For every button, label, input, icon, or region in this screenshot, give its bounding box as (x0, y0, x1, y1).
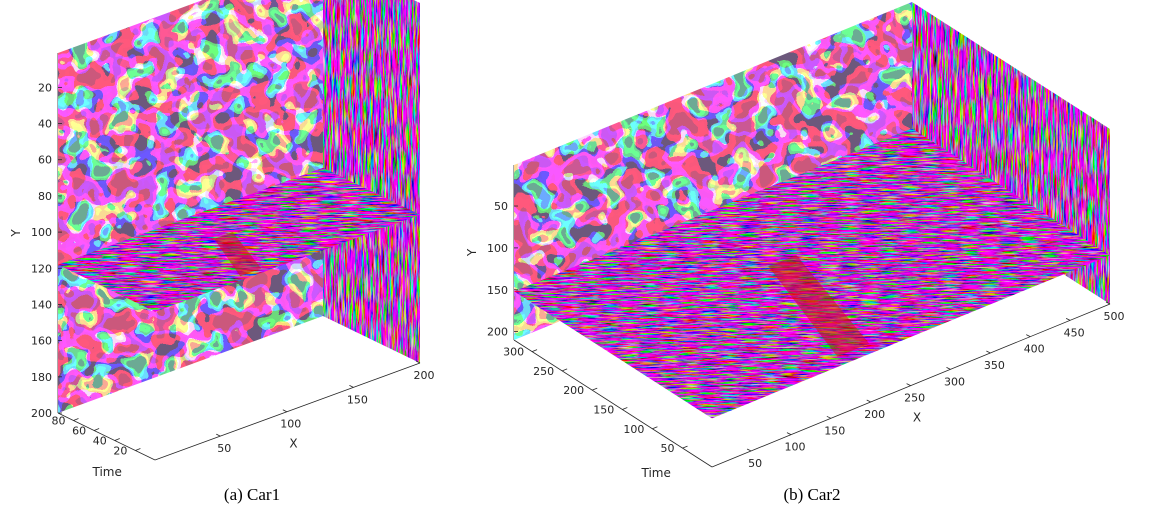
time-tick-label: 150 (593, 404, 614, 417)
time-axis-car2 (513, 339, 713, 468)
x-tick-label: 50 (217, 442, 231, 455)
y-tick-label: 140 (31, 299, 52, 312)
time-tick-label: 100 (623, 423, 644, 436)
time-axis-car1 (57, 412, 156, 461)
time-tick-label: 20 (113, 445, 127, 458)
y-tick-label: 200 (487, 326, 508, 339)
x-axis-car2 (711, 303, 1111, 468)
x-tick-label: 350 (984, 359, 1005, 372)
y-axis-label: Y (9, 229, 23, 238)
x-tick-label: 150 (347, 393, 368, 406)
x-tick-label: 250 (904, 392, 925, 405)
x-tick-label: 50 (748, 457, 762, 470)
y-tick-label: 20 (38, 81, 52, 94)
time-tick-label: 50 (661, 442, 675, 455)
time-axis-label: Time (92, 465, 122, 479)
y-axis-label: Y (465, 248, 479, 257)
target-trajectory-car2 (768, 254, 870, 357)
target-trajectory-car1 (214, 232, 262, 277)
ticks-car1: 50 100 150 200 20 40 60 80 20 40 60 80 100 120 140 160 1… (9, 81, 435, 479)
time-axis-label: Time (641, 466, 671, 480)
x-tick-label: 450 (1064, 326, 1085, 339)
time-tick-label: 80 (52, 415, 66, 428)
x-tick-label: 400 (1024, 343, 1045, 356)
panel-car1: 50 100 150 200 20 40 60 80 20 40 60 80 100 120 140 160 1… (9, 0, 435, 504)
caption-car2: (b) Car2 (783, 485, 840, 504)
x-axis-label: X (289, 437, 297, 451)
caption-car1: (a) Car1 (224, 485, 280, 504)
slices-car2 (514, 2, 1110, 419)
x-tick-label: 100 (280, 418, 301, 431)
panel-car2: 50 100 150 200 250 300 350 400 450 500 50 100 150 200… (465, 2, 1125, 504)
x-tick-label: 200 (414, 369, 435, 382)
y-tick-label: 50 (494, 200, 508, 213)
y-tick-label: 100 (31, 226, 52, 239)
x-tick-label: 500 (1104, 310, 1125, 323)
y-tick-label: 60 (38, 154, 52, 167)
time-tick-label: 250 (533, 365, 554, 378)
y-tick-label: 180 (31, 371, 52, 384)
x-tick-label: 100 (785, 441, 806, 454)
time-tick-label: 60 (72, 425, 86, 438)
x-tick-label: 200 (864, 408, 885, 421)
y-tick-label: 100 (487, 242, 508, 255)
x-tick-label: 150 (824, 424, 845, 437)
slices-car1 (58, 0, 420, 413)
x-tick-label: 300 (944, 375, 965, 388)
time-tick-label: 200 (563, 384, 584, 397)
y-tick-label: 120 (31, 262, 52, 275)
x-axis-car1 (154, 362, 421, 461)
y-tick-label: 160 (31, 335, 52, 348)
x-axis-label: X (913, 411, 921, 425)
ticks-car2: 50 100 150 200 250 300 350 400 450 500 50 100 150 200… (465, 200, 1125, 480)
y-tick-label: 150 (487, 284, 508, 297)
y-tick-label: 80 (38, 190, 52, 203)
y-tick-label: 40 (38, 118, 52, 131)
time-tick-label: 40 (93, 435, 107, 448)
y-tick-label: 200 (31, 407, 52, 420)
time-tick-label: 300 (503, 346, 524, 359)
